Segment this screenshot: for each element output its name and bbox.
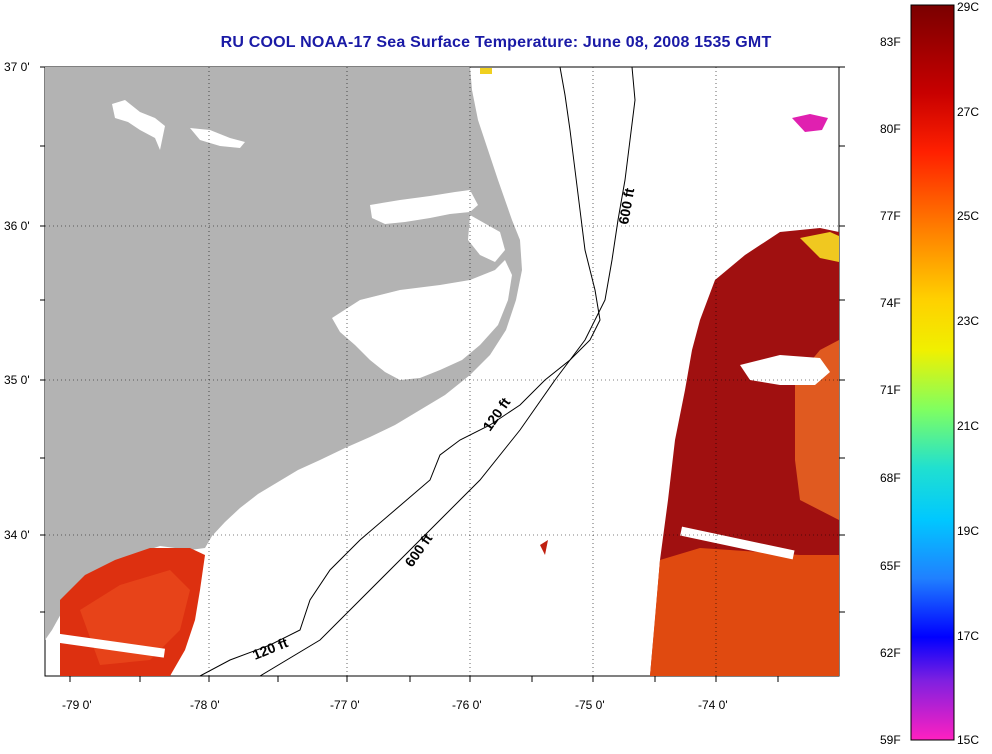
lon-label-74: -74 0' [698,698,728,712]
lon-label-78: -78 0' [190,698,220,712]
colorbar-c-29: 29C [957,0,979,14]
grid [45,67,839,676]
contour-120ft [199,67,601,676]
sst-patch-magenta [792,114,828,132]
colorbar-f-68: 68F [880,471,901,485]
colorbar-c-21: 21C [957,419,979,433]
colorbar-f-65: 65F [880,559,901,573]
lon-label-77: -77 0' [330,698,360,712]
colorbar-c-27: 27C [957,105,979,119]
map-title: RU COOL NOAA-17 Sea Surface Temperature:… [220,34,772,51]
colorbar-f-62: 62F [880,646,901,660]
depth-label-600ft-north: 600 ft [615,186,637,225]
colorbar-c-19: 19C [957,524,979,538]
barrier-lagoon [468,215,505,262]
lat-label-34: 34 0' [4,528,30,542]
sst-gap-east [740,355,830,385]
colorbar-f-71: 71F [880,383,901,397]
contour-600ft [259,67,636,676]
colorbar-f-59: 59F [880,733,901,747]
sst-speck-red [540,540,548,555]
colorbar-f-74: 74F [880,296,901,310]
swath-gap-east [680,526,795,560]
lat-ticks [40,66,845,613]
sst-patch-east-orange [650,548,839,676]
colorbar-c-23: 23C [957,314,979,328]
albemarle-sound [370,190,478,224]
sst-speck-yellow [480,68,492,74]
colorbar-c-25: 25C [957,209,979,223]
lon-label-79: -79 0' [62,698,92,712]
lat-label-35: 35 0' [4,373,30,387]
inland-lake-2 [190,128,245,148]
pamlico-sound [332,260,512,380]
colorbar-f-80: 80F [880,122,901,136]
sst-patch-yellow [800,232,839,262]
lon-ticks [69,676,779,682]
colorbar-f-77: 77F [880,209,901,223]
colorbar-c-15: 15C [957,733,979,747]
colorbar-c-17: 17C [957,629,979,643]
lat-label-37: 37 0' [4,60,30,74]
colorbar-f-83: 83F [880,35,901,49]
lon-label-76: -76 0' [452,698,482,712]
lon-label-75: -75 0' [575,698,605,712]
inland-lake [112,100,165,150]
lat-label-36: 36 0' [4,219,30,233]
swath-gap-southwest [54,633,166,658]
colorbar [910,4,955,741]
